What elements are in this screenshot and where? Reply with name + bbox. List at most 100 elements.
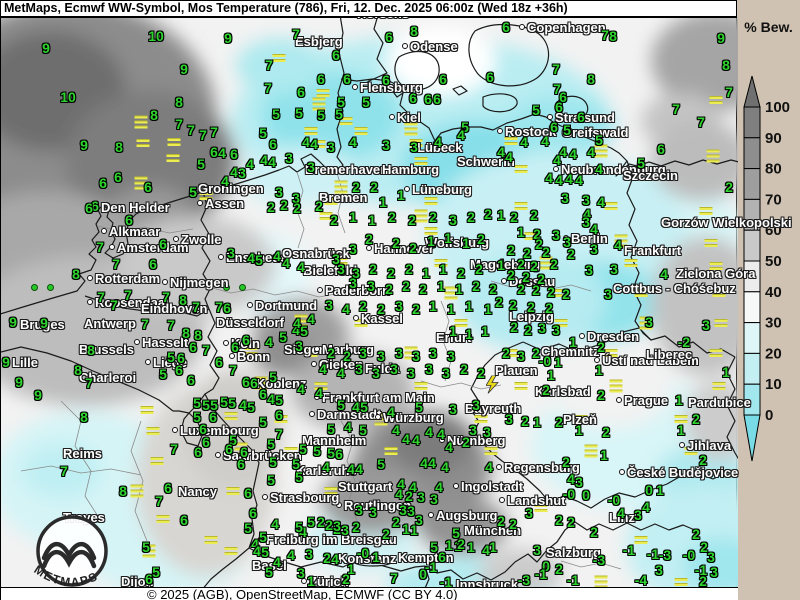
city-marker-icon	[258, 536, 264, 542]
svg-text:60: 60	[765, 222, 782, 239]
city-marker-icon	[402, 43, 408, 49]
temperature-value: 8	[80, 409, 88, 425]
temperature-value: 2	[412, 301, 420, 317]
temperature-value: 4	[337, 365, 345, 381]
fog-icon	[312, 140, 326, 150]
temperature-value: 5	[202, 397, 210, 413]
city-marker-icon	[311, 361, 317, 367]
temperature-value: 2	[462, 434, 470, 450]
temperature-value: 4	[315, 385, 323, 401]
temperature-value: 3	[447, 348, 455, 364]
temperature-value: 9	[224, 30, 232, 46]
temperature-value: 6	[382, 72, 390, 88]
city-label: Linz	[609, 510, 635, 525]
city-marker-icon	[619, 469, 625, 475]
temperature-value: 4	[567, 471, 575, 487]
fog-icon	[609, 379, 623, 395]
city-label: Brussels	[79, 342, 134, 357]
temperature-value: 7	[192, 299, 200, 315]
temperature-value: 2	[567, 246, 575, 262]
temperature-value: 4	[319, 361, 327, 377]
temperature-value: 5	[152, 564, 160, 580]
temperature-value: 7	[390, 570, 398, 586]
city-label: Kempten	[398, 550, 454, 565]
temperature-value: 3	[417, 489, 425, 505]
temperature-value: 1	[575, 422, 583, 438]
city-label: Lüneburg	[404, 182, 472, 197]
city-label: Amsterdam	[109, 240, 189, 255]
attribution-text: © 2025 (AGB), OpenStreetMap, ECMWF (CC B…	[147, 587, 458, 600]
city-label: Landshut	[499, 493, 566, 508]
temperature-value: 6	[249, 505, 257, 521]
city-marker-icon	[594, 357, 600, 363]
temperature-value: 9	[40, 315, 48, 331]
city-marker-icon	[101, 228, 107, 234]
temperature-value: 2	[352, 179, 360, 195]
temperature-value: 2	[555, 414, 563, 430]
temperature-value: 4	[253, 543, 261, 559]
city-label: Neubrandenburg	[553, 162, 666, 177]
temperature-value: 6	[187, 372, 195, 388]
temperature-value: 4	[457, 127, 465, 143]
temperature-value: 2	[510, 319, 518, 335]
temperature-value: 5	[337, 94, 345, 110]
temperature-value: 1	[455, 281, 463, 297]
city-marker-icon	[553, 166, 559, 172]
weather-map[interactable]: HorsensCopenhagenEsbjergOdenseFlensburgK…	[0, 6, 792, 600]
temperature-value: 1	[368, 212, 376, 228]
temperature-value: 5	[272, 106, 280, 122]
temperature-value: 4	[299, 524, 307, 540]
city-label: Stralsund	[547, 110, 615, 125]
city-label: Strasbourg	[262, 490, 339, 505]
temperature-value: 5	[167, 349, 175, 365]
temperature-value: 6	[164, 480, 172, 496]
city-label: Dijon	[121, 574, 154, 589]
temperature-value: 2	[517, 281, 525, 297]
temperature-value: 2	[392, 235, 400, 251]
temperature-value: 2	[542, 244, 550, 260]
temperature-value: 7	[275, 426, 283, 442]
temperature-value: -4	[634, 572, 648, 588]
fog-icon	[454, 319, 468, 329]
fog-icon	[374, 412, 388, 428]
city-label: Roosendaal	[87, 295, 169, 310]
temperature-value: 2	[484, 206, 492, 222]
fog-icon	[146, 427, 160, 437]
temperature-value: 4	[246, 156, 254, 172]
temperature-value: 2	[602, 424, 610, 440]
svg-text:70: 70	[765, 191, 782, 208]
temperature-value: 9	[34, 387, 42, 403]
temperature-value: 7	[175, 116, 183, 132]
temperature-value: 3	[292, 190, 300, 206]
city-marker-icon	[579, 333, 585, 339]
temperature-value: 2	[555, 561, 563, 577]
temperature-value: 2	[510, 209, 518, 225]
temperature-value: 4	[247, 250, 255, 266]
temperature-value: 1	[449, 323, 457, 339]
temperature-value: -3	[658, 547, 672, 563]
fog-icon	[409, 139, 423, 149]
city-label: Osnabrück	[282, 246, 350, 261]
fog-icon	[244, 347, 258, 357]
temperature-value: 1	[397, 187, 405, 203]
temperature-value: 2	[369, 261, 377, 277]
temperature-value: 8	[150, 107, 158, 123]
fog-icon	[574, 415, 588, 425]
temperature-value: 4	[331, 551, 339, 567]
fog-icon	[304, 349, 318, 359]
fog-icon	[534, 504, 548, 514]
temperature-value: 3	[582, 192, 590, 208]
fog-icon	[704, 239, 718, 249]
temperature-value: 3	[377, 348, 385, 364]
city-label: München	[464, 523, 522, 538]
temperature-value: 1	[547, 367, 555, 383]
temperature-value: 4	[310, 136, 318, 152]
temperature-value: 3	[355, 502, 363, 518]
temperature-value: 8	[609, 28, 617, 44]
city-label: Reims	[63, 446, 103, 461]
city-marker-icon	[215, 452, 221, 458]
city-label: Schwerin	[457, 154, 515, 169]
temperature-value: 3	[355, 361, 363, 377]
temperature-value: 2	[537, 271, 545, 287]
